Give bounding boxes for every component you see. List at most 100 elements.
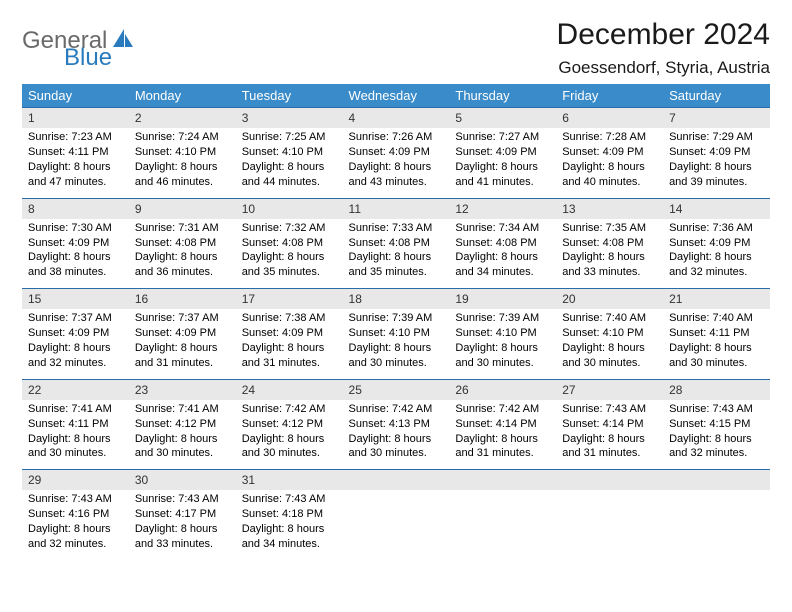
col-monday: Monday xyxy=(129,84,236,108)
day-number: 19 xyxy=(449,289,556,309)
daylight-text-1: Daylight: 8 hours xyxy=(562,250,657,265)
day-number: 3 xyxy=(236,108,343,128)
calendar-cell: 19Sunrise: 7:39 AMSunset: 4:10 PMDayligh… xyxy=(449,289,556,380)
daylight-text-1: Daylight: 8 hours xyxy=(28,250,123,265)
daylight-text-1: Daylight: 8 hours xyxy=(242,250,337,265)
sunset-text: Sunset: 4:09 PM xyxy=(242,326,337,341)
calendar-cell: 6Sunrise: 7:28 AMSunset: 4:09 PMDaylight… xyxy=(556,108,663,199)
daylight-text-1: Daylight: 8 hours xyxy=(242,341,337,356)
daylight-text-2: and 32 minutes. xyxy=(669,446,764,461)
daylight-text-2: and 31 minutes. xyxy=(135,356,230,371)
sunrise-text: Sunrise: 7:43 AM xyxy=(669,402,764,417)
daylight-text-1: Daylight: 8 hours xyxy=(562,341,657,356)
calendar-row: 22Sunrise: 7:41 AMSunset: 4:11 PMDayligh… xyxy=(22,379,770,470)
empty-body xyxy=(449,490,556,552)
day-body: Sunrise: 7:27 AMSunset: 4:09 PMDaylight:… xyxy=(449,128,556,197)
daylight-text-2: and 30 minutes. xyxy=(562,356,657,371)
sunset-text: Sunset: 4:09 PM xyxy=(28,236,123,251)
day-body: Sunrise: 7:39 AMSunset: 4:10 PMDaylight:… xyxy=(449,309,556,378)
calendar-cell: 11Sunrise: 7:33 AMSunset: 4:08 PMDayligh… xyxy=(343,198,450,289)
sunrise-text: Sunrise: 7:38 AM xyxy=(242,311,337,326)
sunrise-text: Sunrise: 7:37 AM xyxy=(28,311,123,326)
sunrise-text: Sunrise: 7:33 AM xyxy=(349,221,444,236)
sunset-text: Sunset: 4:11 PM xyxy=(28,417,123,432)
sunset-text: Sunset: 4:08 PM xyxy=(562,236,657,251)
day-number: 4 xyxy=(343,108,450,128)
day-body: Sunrise: 7:30 AMSunset: 4:09 PMDaylight:… xyxy=(22,219,129,288)
day-number: 31 xyxy=(236,470,343,490)
daylight-text-2: and 41 minutes. xyxy=(455,175,550,190)
calendar-cell: 9Sunrise: 7:31 AMSunset: 4:08 PMDaylight… xyxy=(129,198,236,289)
sunrise-text: Sunrise: 7:31 AM xyxy=(135,221,230,236)
day-number: 12 xyxy=(449,199,556,219)
calendar-cell: 23Sunrise: 7:41 AMSunset: 4:12 PMDayligh… xyxy=(129,379,236,470)
calendar-cell: 31Sunrise: 7:43 AMSunset: 4:18 PMDayligh… xyxy=(236,470,343,560)
day-body: Sunrise: 7:33 AMSunset: 4:08 PMDaylight:… xyxy=(343,219,450,288)
daylight-text-1: Daylight: 8 hours xyxy=(135,341,230,356)
daylight-text-2: and 43 minutes. xyxy=(349,175,444,190)
empty-bar xyxy=(663,470,770,490)
daylight-text-1: Daylight: 8 hours xyxy=(669,341,764,356)
empty-bar xyxy=(343,470,450,490)
sunset-text: Sunset: 4:10 PM xyxy=(242,145,337,160)
day-body: Sunrise: 7:31 AMSunset: 4:08 PMDaylight:… xyxy=(129,219,236,288)
daylight-text-2: and 39 minutes. xyxy=(669,175,764,190)
sunrise-text: Sunrise: 7:35 AM xyxy=(562,221,657,236)
col-wednesday: Wednesday xyxy=(343,84,450,108)
daylight-text-2: and 35 minutes. xyxy=(242,265,337,280)
sunset-text: Sunset: 4:09 PM xyxy=(28,326,123,341)
daylight-text-1: Daylight: 8 hours xyxy=(28,522,123,537)
calendar-cell: 24Sunrise: 7:42 AMSunset: 4:12 PMDayligh… xyxy=(236,379,343,470)
daylight-text-2: and 30 minutes. xyxy=(349,356,444,371)
day-number: 22 xyxy=(22,380,129,400)
daylight-text-2: and 47 minutes. xyxy=(28,175,123,190)
day-number: 6 xyxy=(556,108,663,128)
daylight-text-2: and 32 minutes. xyxy=(669,265,764,280)
daylight-text-1: Daylight: 8 hours xyxy=(562,160,657,175)
sunrise-text: Sunrise: 7:42 AM xyxy=(455,402,550,417)
sunset-text: Sunset: 4:09 PM xyxy=(455,145,550,160)
sunrise-text: Sunrise: 7:24 AM xyxy=(135,130,230,145)
day-number: 9 xyxy=(129,199,236,219)
calendar-cell: 15Sunrise: 7:37 AMSunset: 4:09 PMDayligh… xyxy=(22,289,129,380)
sunrise-text: Sunrise: 7:43 AM xyxy=(135,492,230,507)
empty-body xyxy=(343,490,450,552)
day-body: Sunrise: 7:40 AMSunset: 4:11 PMDaylight:… xyxy=(663,309,770,378)
day-body: Sunrise: 7:43 AMSunset: 4:16 PMDaylight:… xyxy=(22,490,129,559)
calendar-cell: 5Sunrise: 7:27 AMSunset: 4:09 PMDaylight… xyxy=(449,108,556,199)
day-body: Sunrise: 7:42 AMSunset: 4:14 PMDaylight:… xyxy=(449,400,556,469)
calendar-cell: 17Sunrise: 7:38 AMSunset: 4:09 PMDayligh… xyxy=(236,289,343,380)
empty-body xyxy=(663,490,770,552)
col-thursday: Thursday xyxy=(449,84,556,108)
day-number: 13 xyxy=(556,199,663,219)
daylight-text-2: and 30 minutes. xyxy=(455,356,550,371)
daylight-text-1: Daylight: 8 hours xyxy=(135,432,230,447)
title-block: December 2024 Goessendorf, Styria, Austr… xyxy=(557,18,770,78)
day-body: Sunrise: 7:43 AMSunset: 4:14 PMDaylight:… xyxy=(556,400,663,469)
sunset-text: Sunset: 4:12 PM xyxy=(135,417,230,432)
calendar-row: 29Sunrise: 7:43 AMSunset: 4:16 PMDayligh… xyxy=(22,470,770,560)
day-number: 20 xyxy=(556,289,663,309)
day-number: 5 xyxy=(449,108,556,128)
daylight-text-2: and 33 minutes. xyxy=(562,265,657,280)
daylight-text-2: and 30 minutes. xyxy=(669,356,764,371)
day-number: 23 xyxy=(129,380,236,400)
daylight-text-1: Daylight: 8 hours xyxy=(669,160,764,175)
sunrise-text: Sunrise: 7:42 AM xyxy=(349,402,444,417)
daylight-text-2: and 34 minutes. xyxy=(455,265,550,280)
daylight-text-1: Daylight: 8 hours xyxy=(455,250,550,265)
sunrise-text: Sunrise: 7:40 AM xyxy=(562,311,657,326)
sunset-text: Sunset: 4:15 PM xyxy=(669,417,764,432)
day-body: Sunrise: 7:40 AMSunset: 4:10 PMDaylight:… xyxy=(556,309,663,378)
day-body: Sunrise: 7:32 AMSunset: 4:08 PMDaylight:… xyxy=(236,219,343,288)
calendar-cell: 16Sunrise: 7:37 AMSunset: 4:09 PMDayligh… xyxy=(129,289,236,380)
sunrise-text: Sunrise: 7:27 AM xyxy=(455,130,550,145)
day-body: Sunrise: 7:43 AMSunset: 4:17 PMDaylight:… xyxy=(129,490,236,559)
daylight-text-1: Daylight: 8 hours xyxy=(242,522,337,537)
sunrise-text: Sunrise: 7:40 AM xyxy=(669,311,764,326)
sunset-text: Sunset: 4:18 PM xyxy=(242,507,337,522)
daylight-text-1: Daylight: 8 hours xyxy=(349,432,444,447)
calendar-cell: 4Sunrise: 7:26 AMSunset: 4:09 PMDaylight… xyxy=(343,108,450,199)
sunrise-text: Sunrise: 7:23 AM xyxy=(28,130,123,145)
sunset-text: Sunset: 4:09 PM xyxy=(135,326,230,341)
